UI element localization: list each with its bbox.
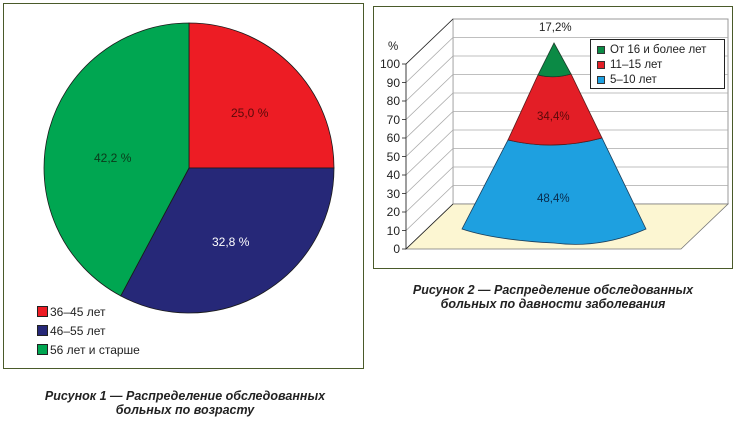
legend-item-5-10: 5–10 лет [597, 72, 724, 87]
pie-slice-56-plus [43, 22, 190, 297]
y-tick: 20 [386, 205, 400, 219]
legend-label: 56 лет и старше [50, 342, 140, 357]
caption-line: Рисунок 1 — Распределение обследованных [44, 389, 326, 403]
caption-line: Рисунок 2 — Распределение обследованных [412, 283, 694, 297]
y-tick: 80 [386, 94, 400, 108]
y-tick: 50 [386, 149, 400, 164]
pie-label-red: 25,0 % [231, 106, 269, 120]
legend-label: 36–45 лет [50, 304, 106, 319]
y-tick: 70 [386, 112, 400, 127]
legend-swatch-navy [37, 325, 48, 336]
pie-chart [43, 22, 335, 314]
legend-item-16-plus: От 16 и более лет [597, 42, 724, 57]
cone-label-top: 17,2% [539, 22, 572, 34]
cone-label-middle: 34,4% [537, 111, 570, 123]
pie-label-green: 42,2 % [94, 151, 132, 165]
legend-swatch-red [37, 306, 48, 317]
legend-item-11-15: 11–15 лет [597, 57, 724, 72]
y-tick: 0 [393, 242, 400, 256]
figure1-caption: Рисунок 1 — Распределение обследованных … [0, 389, 370, 417]
pie-slice-36-45 [188, 22, 335, 169]
y-tick: 30 [386, 186, 400, 201]
caption-line: больных по возрасту [115, 403, 255, 417]
figure2-caption: Рисунок 2 — Распределение обследованных … [378, 283, 728, 311]
pie-slice-46-55 [120, 167, 335, 314]
legend-label: От 16 и более лет [610, 43, 707, 56]
y-tick: 10 [386, 223, 400, 238]
legend-item-36-45: 36–45 лет [37, 304, 105, 319]
cone-legend: От 16 и более лет 11–15 лет 5–10 лет [590, 39, 725, 89]
legend-item-46-55: 46–55 лет [37, 323, 105, 338]
caption-line: больных по давности заболевания [440, 297, 666, 311]
y-axis-unit: % [388, 41, 399, 53]
legend-swatch-green [597, 45, 605, 54]
legend-label: 5–10 лет [610, 73, 657, 86]
pie-label-navy: 32,8 % [212, 235, 250, 249]
legend-label: 11–15 лет [610, 58, 663, 71]
legend-swatch-red [597, 60, 605, 69]
y-tick: 60 [386, 131, 400, 145]
cone-label-bottom: 48,4% [537, 193, 570, 205]
legend-label: 46–55 лет [50, 323, 106, 338]
cone-segment-16-plus [537, 42, 572, 78]
legend-swatch-blue [597, 75, 605, 84]
y-tick: 100 [379, 57, 400, 71]
figure2-panel [373, 6, 733, 269]
legend-item-56-plus: 56 лет и старше [37, 342, 140, 357]
y-tick: 90 [386, 75, 400, 90]
y-tick: 40 [386, 168, 400, 182]
legend-swatch-green [37, 344, 48, 355]
